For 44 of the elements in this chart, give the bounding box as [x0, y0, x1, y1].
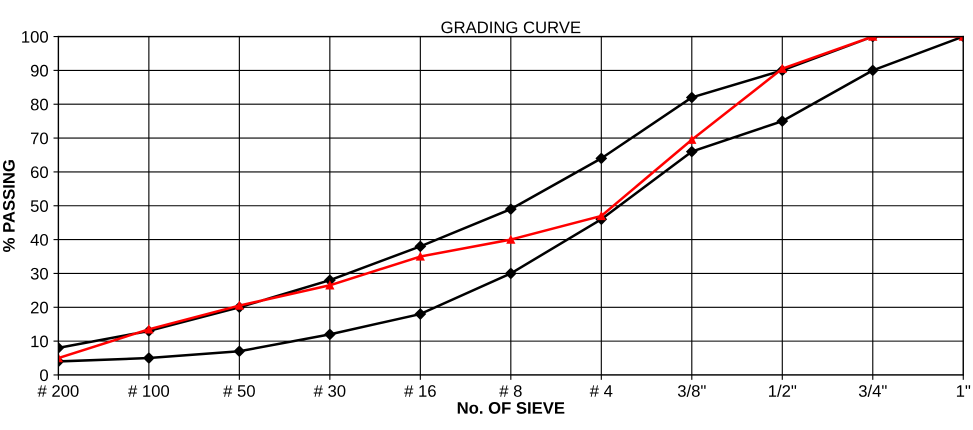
- point: [416, 252, 425, 261]
- point: [688, 136, 696, 144]
- x-tick-label: # 30: [314, 385, 346, 397]
- y-tick-label: 10: [31, 336, 48, 348]
- point: [414, 240, 426, 252]
- point: [326, 281, 334, 290]
- point: [234, 346, 245, 357]
- x-tick-label: # 50: [223, 385, 255, 397]
- x-tick-label: # 4: [590, 385, 612, 397]
- y-tick-label: 80: [30, 98, 48, 110]
- x-tick-label: 3/8": [678, 384, 706, 397]
- point: [867, 64, 878, 76]
- y-axis-title: % PASSING: [2, 160, 15, 252]
- chart-title: GRADING CURVE: [441, 21, 580, 34]
- point: [776, 116, 788, 127]
- y-tick-label: 50: [30, 200, 48, 212]
- point: [506, 235, 515, 244]
- point: [144, 325, 154, 334]
- y-tick-label: 70: [30, 132, 48, 144]
- x-axis-title: No. OF SIEVE: [458, 402, 564, 414]
- x-tick-label: # 100: [128, 385, 170, 397]
- y-tick-label: 20: [30, 302, 48, 314]
- point: [235, 301, 244, 310]
- y-tick-label: 30: [30, 268, 48, 280]
- y-tick-label: 0: [40, 369, 48, 382]
- x-tick-label: # 8: [499, 385, 522, 397]
- point: [324, 328, 336, 340]
- y-tick-label: 90: [30, 64, 48, 77]
- point: [596, 152, 607, 164]
- y-tick-label: 40: [30, 234, 48, 246]
- y-tick-label: 100: [22, 30, 48, 43]
- point: [143, 352, 154, 364]
- y-tick-label: 60: [30, 166, 48, 178]
- point: [414, 308, 426, 320]
- x-tick-label: 1": [956, 385, 970, 397]
- x-tick-label: 1/2": [769, 384, 796, 397]
- point: [686, 92, 698, 104]
- point: [505, 268, 516, 280]
- point: [778, 64, 786, 73]
- point: [505, 204, 516, 215]
- x-tick-label: # 200: [38, 385, 79, 397]
- x-tick-label: 3/4": [858, 384, 887, 397]
- point: [686, 146, 698, 158]
- x-tick-label: # 16: [404, 385, 436, 397]
